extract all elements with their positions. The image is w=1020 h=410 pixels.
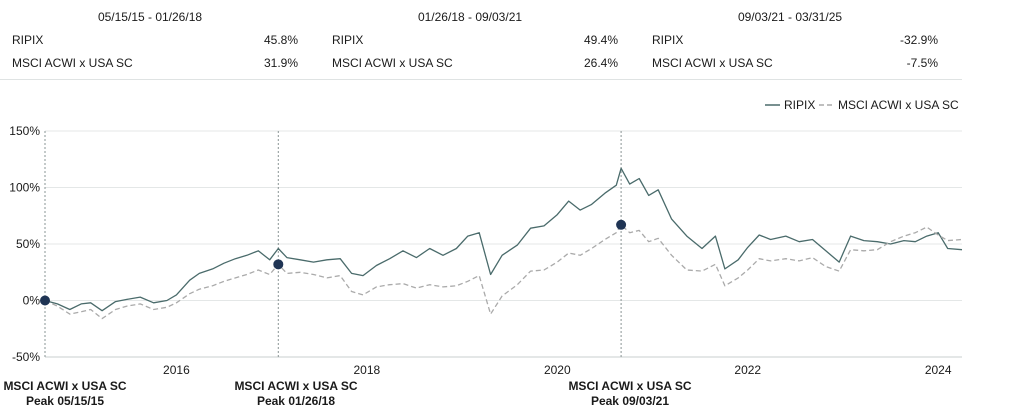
row-value: 49.4% <box>583 33 618 47</box>
y-tick-label: 0% <box>23 294 41 308</box>
series-line-msci <box>44 224 963 320</box>
y-tick-label: 100% <box>9 181 40 195</box>
peak-label-line1: MSCI ACWI x USA SC <box>568 379 692 393</box>
row-value: 31.9% <box>263 56 298 70</box>
peak-label-line1: MSCI ACWI x USA SC <box>3 379 127 393</box>
period-title: 09/03/21 - 03/31/25 <box>737 10 843 24</box>
peak-label-3: MSCI ACWI x USA SC Peak 09/03/21 <box>530 379 730 409</box>
row-name: RIPIX <box>652 33 684 47</box>
period-title: 05/15/15 - 01/26/18 <box>97 10 203 24</box>
row-value: 26.4% <box>583 56 618 70</box>
peak-marker <box>616 219 627 230</box>
peak-label-line2: Peak 09/03/21 <box>590 394 670 408</box>
x-tick-label: 2020 <box>544 363 571 377</box>
row-name: MSCI ACWI x USA SC <box>652 56 773 70</box>
series-line-ripix <box>44 167 963 312</box>
peak-label-line1: MSCI ACWI x USA SC <box>234 379 358 393</box>
peak-label-1: MSCI ACWI x USA SC Peak 05/15/15 <box>0 379 165 409</box>
y-tick-label: 150% <box>9 124 40 138</box>
row-value: -32.9% <box>899 33 938 47</box>
row-name: RIPIX <box>332 33 364 47</box>
y-tick-label: 50% <box>16 237 40 251</box>
x-tick-label: 2016 <box>163 363 190 377</box>
x-tick-label: 2022 <box>734 363 761 377</box>
peak-label-line2: Peak 05/15/15 <box>25 394 105 408</box>
period-title: 01/26/18 - 09/03/21 <box>417 10 523 24</box>
period-returns-table: 05/15/15 - 01/26/18 RIPIX 45.8% MSCI ACW… <box>0 0 962 80</box>
y-tick-label: -50% <box>12 350 40 364</box>
peak-marker <box>40 295 50 306</box>
x-tick-label: 2024 <box>925 363 952 377</box>
peak-label-2: MSCI ACWI x USA SC Peak 01/26/18 <box>196 379 396 409</box>
row-value: -7.5% <box>906 56 938 70</box>
legend-label-msci: MSCI ACWI x USA SC <box>838 98 959 112</box>
row-name: RIPIX <box>12 33 44 47</box>
peak-label-line2: Peak 01/26/18 <box>256 394 336 408</box>
table-divider <box>0 79 962 80</box>
legend-label-ripix: RIPIX <box>784 98 815 112</box>
row-value: 45.8% <box>263 33 298 47</box>
peak-marker <box>273 259 284 270</box>
x-tick-label: 2018 <box>354 363 381 377</box>
row-name: MSCI ACWI x USA SC <box>332 56 453 70</box>
row-name: MSCI ACWI x USA SC <box>12 56 133 70</box>
